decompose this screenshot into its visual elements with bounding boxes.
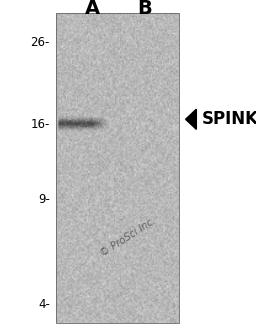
Bar	[56, 13, 179, 323]
Text: A: A	[84, 0, 100, 18]
Text: 4-: 4-	[38, 298, 50, 310]
Text: 9-: 9-	[38, 194, 50, 206]
Text: B: B	[137, 0, 152, 18]
Text: SPINK2: SPINK2	[201, 110, 256, 128]
Text: © ProSci Inc.: © ProSci Inc.	[99, 215, 157, 258]
Text: 16-: 16-	[30, 118, 50, 131]
Polygon shape	[186, 109, 196, 129]
Text: 26-: 26-	[30, 36, 50, 48]
